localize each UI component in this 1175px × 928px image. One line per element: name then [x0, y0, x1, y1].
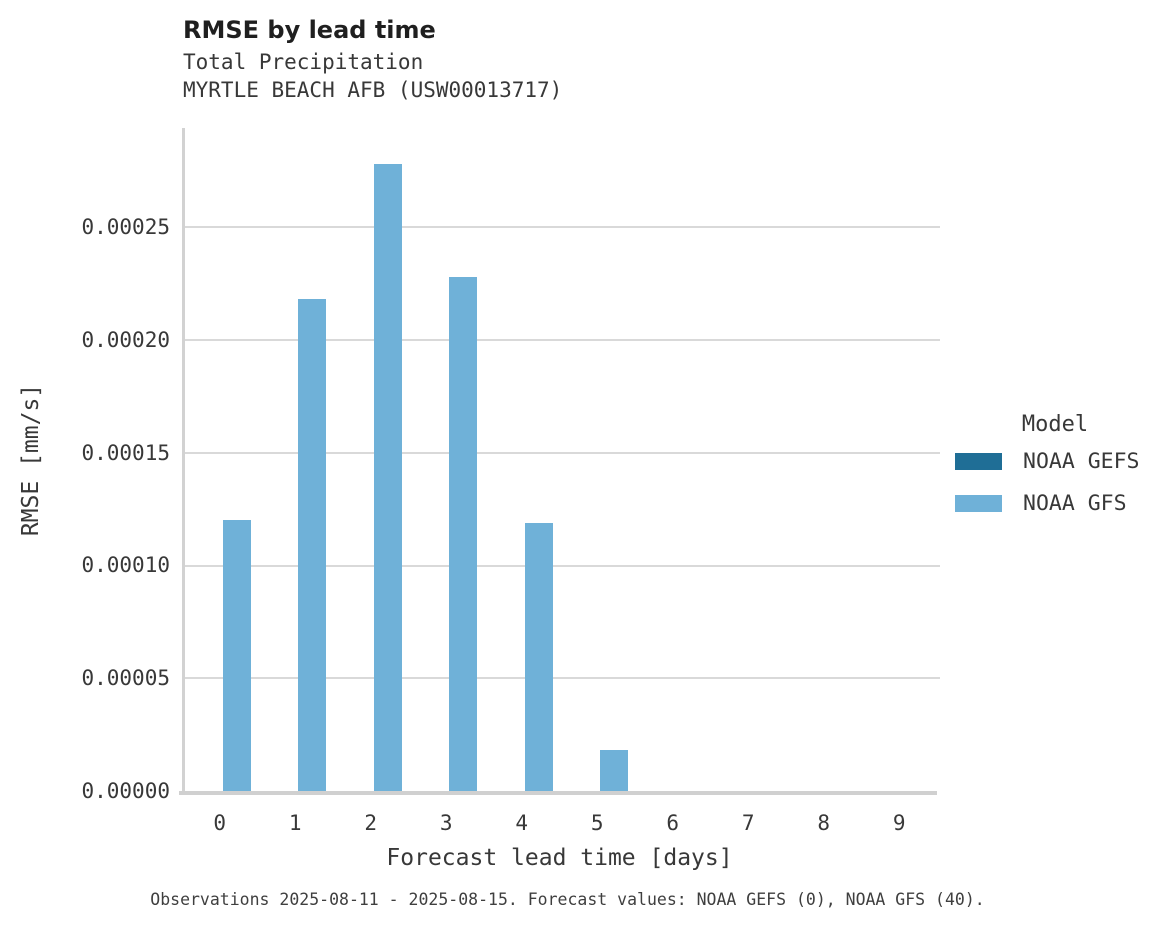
bar-noaa-gfs-lead-1	[298, 299, 327, 791]
bar-noaa-gfs-lead-5	[600, 750, 629, 791]
chart-title: RMSE by lead time	[183, 16, 436, 44]
x-tick-label: 6	[666, 811, 680, 835]
x-tick-label: 2	[364, 811, 378, 835]
x-axis-spine	[179, 791, 937, 795]
bar-noaa-gfs-lead-4	[524, 522, 553, 791]
x-tick-label: 4	[515, 811, 529, 835]
y-tick-label: 0.00005	[81, 666, 170, 691]
plot-area	[182, 128, 940, 791]
gridline	[185, 226, 940, 229]
gridline	[185, 451, 940, 454]
y-tick-label: 0.00025	[81, 215, 170, 240]
caption: Observations 2025-08-11 - 2025-08-15. Fo…	[150, 890, 985, 909]
legend-title: Model	[1021, 412, 1089, 437]
x-tick-label: 0	[213, 811, 227, 835]
legend-entry-noaa-gfs: NOAA GFS	[955, 491, 1170, 516]
chart-subtitle-station: MYRTLE BEACH AFB (USW00013717)	[183, 78, 563, 102]
x-axis-label: Forecast lead time [days]	[386, 845, 733, 871]
legend: Model NOAA GEFS NOAA GFS	[955, 412, 1170, 533]
x-tick-label: 3	[439, 811, 453, 835]
x-tick-label: 7	[741, 811, 755, 835]
gridline	[185, 564, 940, 567]
bar-noaa-gfs-lead-2	[373, 164, 402, 791]
y-tick-label: 0.00020	[81, 327, 170, 352]
y-axis-tick-labels: 0.00000 0.00005 0.00010 0.00015 0.00020 0.000…	[0, 128, 170, 803]
y-tick-label: 0.00015	[81, 440, 170, 465]
gridline	[185, 677, 940, 680]
x-tick-label: 9	[892, 811, 906, 835]
x-tick-label: 8	[817, 811, 831, 835]
y-tick-label: 0.00000	[81, 779, 170, 803]
legend-entry-label: NOAA GFS	[1023, 491, 1127, 516]
legend-entry-label: NOAA GEFS	[1023, 449, 1140, 474]
legend-entry-noaa-gefs: NOAA GEFS	[955, 449, 1170, 474]
x-tick-label: 5	[590, 811, 604, 835]
legend-swatch-icon	[955, 453, 1002, 470]
legend-swatch-icon	[955, 495, 1002, 512]
chart-subtitle-variable: Total Precipitation	[183, 50, 424, 74]
x-axis-tick-labels: 0 1 2 3 4 5 6 7 8 9	[182, 811, 937, 839]
bar-noaa-gfs-lead-0	[222, 520, 251, 791]
y-tick-label: 0.00010	[81, 553, 170, 578]
gridline	[185, 338, 940, 341]
x-tick-label: 1	[288, 811, 302, 835]
bar-noaa-gfs-lead-3	[449, 276, 478, 791]
